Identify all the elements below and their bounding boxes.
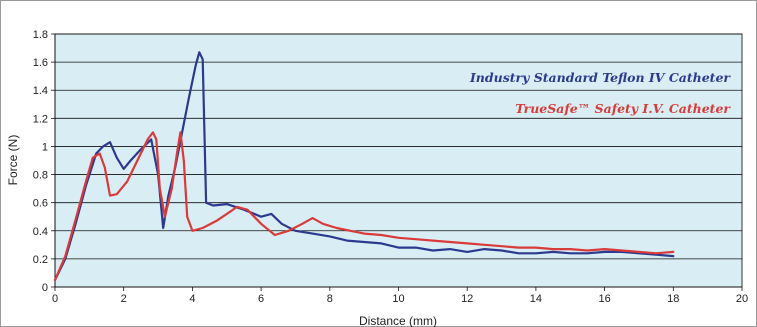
y-axis-label: Force (N)	[6, 135, 20, 186]
x-tick-label: 6	[258, 293, 264, 305]
x-axis-label: Distance (mm)	[359, 314, 437, 327]
y-tick-label: 1.2	[33, 113, 48, 125]
x-tick-label: 4	[189, 293, 195, 305]
axes	[54, 34, 742, 288]
legend-entry-teflon: Industry Standard Teflon IV Catheter	[469, 70, 731, 85]
y-tick-label: 0.4	[33, 226, 48, 238]
y-tick-label: 1.8	[33, 29, 48, 41]
y-tick-label: 1.4	[33, 85, 48, 97]
y-tick-label: 0.8	[33, 170, 48, 182]
legend-entry-truesafe: TrueSafe™ Safety I.V. Catheter	[515, 101, 731, 116]
tick-labels: 0 0.2 0.4 0.6 0.8 1 1.2 1.4 1.6 1.8 0 2 4 6 8 10 12 14 16 1…	[33, 29, 748, 305]
x-tick-label: 8	[327, 293, 333, 305]
x-tick-label: 18	[667, 293, 679, 305]
y-tick-label: 0.2	[33, 254, 48, 266]
x-tick-label: 10	[392, 293, 404, 305]
teflon-catheter-line	[53, 51, 675, 282]
x-tick-label: 20	[736, 293, 748, 305]
legend: Industry Standard Teflon IV Catheter Tru…	[469, 70, 731, 116]
x-tick-label: 14	[530, 293, 542, 305]
truesafe-catheter-line	[53, 131, 675, 282]
plot-area	[54, 33, 743, 288]
y-tick-label: 1	[42, 141, 48, 153]
x-tick-label: 16	[598, 293, 610, 305]
y-tick-label: 0.6	[33, 198, 48, 210]
x-tick-label: 0	[52, 293, 58, 305]
gridlines	[51, 33, 743, 291]
x-tick-label: 2	[121, 293, 127, 305]
series-lines	[53, 51, 675, 282]
y-tick-label: 1.6	[33, 57, 48, 69]
x-tick-label: 12	[461, 293, 473, 305]
y-tick-label: 0	[42, 282, 48, 294]
